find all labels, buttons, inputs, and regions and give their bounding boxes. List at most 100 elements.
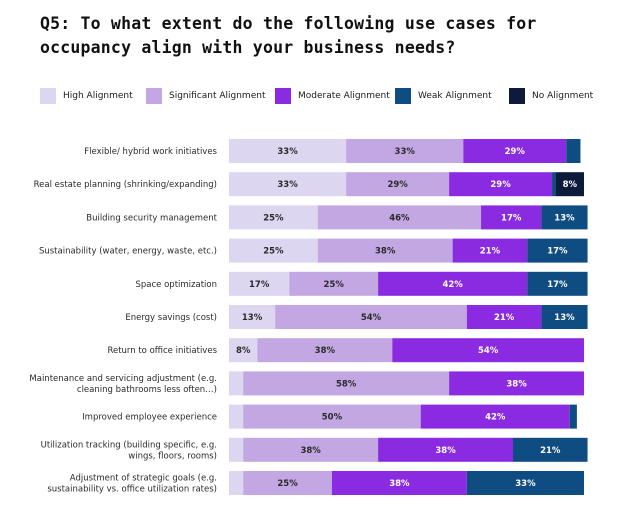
bar-segment-significant-alignment [243,437,379,462]
bar-segment-moderate-alignment [392,338,584,363]
data-label: 38% [315,346,336,356]
data-label: 33% [395,147,416,157]
bar-segment-moderate-alignment [463,139,567,163]
bar-segment-high-alignment [229,205,318,230]
data-label: 29% [490,180,511,190]
legend-swatch-moderate-alignment [275,88,291,104]
data-label: 17% [249,280,270,290]
legend-item-significant-alignment: Significant Alignment [146,88,265,104]
bar-segment-moderate-alignment [331,471,467,495]
bar-segment-high-alignment [229,172,347,197]
category-label: Utilization tracking (building specific,… [41,440,217,461]
category-label: Flexible/ hybrid work initiatives [84,147,217,157]
bar-segment-no-alignment [555,172,584,197]
data-label: 38% [506,379,527,389]
bar-segment-moderate-alignment [420,404,570,429]
data-label: 42% [442,280,463,290]
bar-segment-moderate-alignment [466,305,542,329]
bar-segment-high-alignment [229,471,244,495]
legend-label-high-alignment: High Alignment [63,91,133,101]
bar-segment-significant-alignment [257,338,393,363]
data-label: 50% [322,413,343,423]
category-label: Real estate planning (shrinking/expandin… [34,180,217,190]
legend-label-no-alignment: No Alignment [532,91,594,101]
legend-swatch-no-alignment [509,88,525,104]
legend-swatch-high-alignment [40,88,56,104]
data-label: 38% [435,446,456,456]
bar-segment-moderate-alignment [449,172,553,197]
bar-segment-moderate-alignment [452,238,528,263]
data-label: 25% [263,247,284,257]
bar-segment-high-alignment [229,305,276,329]
data-label: 58% [336,379,357,389]
data-label: 33% [277,147,298,157]
bar-segment-high-alignment [229,271,290,296]
data-label: 17% [547,280,568,290]
bar-segment-moderate-alignment [378,271,528,296]
legend-item-weak-alignment: Weak Alignment [395,88,492,104]
bar-segment-weak-alignment [552,172,556,197]
data-label: 25% [277,479,298,489]
bar-segment-weak-alignment [569,404,577,429]
data-label: 38% [300,446,321,456]
bar-segment-weak-alignment [541,205,588,230]
legend-item-moderate-alignment: Moderate Alignment [275,88,390,104]
data-label: 42% [485,413,506,423]
category-label: Space optimization [136,280,218,290]
data-label: 8% [236,346,251,356]
bar-segment-moderate-alignment [378,437,513,462]
bar-segment-weak-alignment [513,437,588,462]
legend-swatch-significant-alignment [146,88,162,104]
data-label: 21% [494,313,515,323]
legend-label-weak-alignment: Weak Alignment [418,91,492,101]
bar-segment-high-alignment [229,139,347,163]
legend-item-no-alignment: No Alignment [509,88,593,104]
data-label: 54% [361,313,382,323]
category-label: Improved employee experience [82,413,217,423]
data-label: 33% [515,479,536,489]
category-label: Building security management [86,213,217,223]
category-label: Energy savings (cost) [125,313,217,323]
bar-segment-high-alignment [229,338,258,363]
data-label: 29% [505,147,526,157]
data-label: 13% [554,213,575,223]
data-label: 8% [563,180,578,190]
bar-segment-significant-alignment [346,139,464,163]
bar-segment-significant-alignment [243,371,450,396]
data-label: 54% [478,346,499,356]
legend: High Alignment Significant Alignment Moder… [40,88,630,104]
data-label: 21% [480,247,501,257]
data-label: 13% [242,313,263,323]
chart-title: Q5: To what extent do the following use … [40,14,537,57]
data-label: 46% [389,213,410,223]
bar-segment-significant-alignment [243,404,421,429]
data-label: 17% [547,247,568,257]
legend-label-significant-alignment: Significant Alignment [169,91,266,101]
category-label: Sustainability (water, energy, waste, et… [39,247,217,257]
data-label: 25% [263,213,284,223]
bar-segment-weak-alignment [466,471,584,495]
bar-segment-significant-alignment [275,305,467,329]
bar-segment-significant-alignment [346,172,450,197]
legend-item-high-alignment: High Alignment [40,88,133,104]
data-label: 38% [389,479,410,489]
bar-segment-significant-alignment [317,238,453,263]
data-label: 29% [387,180,408,190]
data-label: 33% [277,180,298,190]
bar-segment-significant-alignment [317,205,482,230]
legend-label-moderate-alignment: Moderate Alignment [298,91,390,101]
data-label: 17% [501,213,522,223]
bar-segment-moderate-alignment [481,205,542,230]
category-label: Return to office initiatives [107,346,217,356]
legend-swatch-weak-alignment [395,88,411,104]
category-label: Maintenance and servicing adjustment (e.… [29,374,217,395]
bar-segment-weak-alignment [527,238,588,263]
bar-segment-weak-alignment [527,271,588,296]
category-label: Adjustment of strategic goals (e.g. susta… [47,474,217,495]
bar-segment-high-alignment [229,371,244,396]
bar-segment-significant-alignment [289,271,379,296]
data-label: 13% [554,313,575,323]
data-label: 21% [540,446,561,456]
bar-segment-high-alignment [229,404,244,429]
